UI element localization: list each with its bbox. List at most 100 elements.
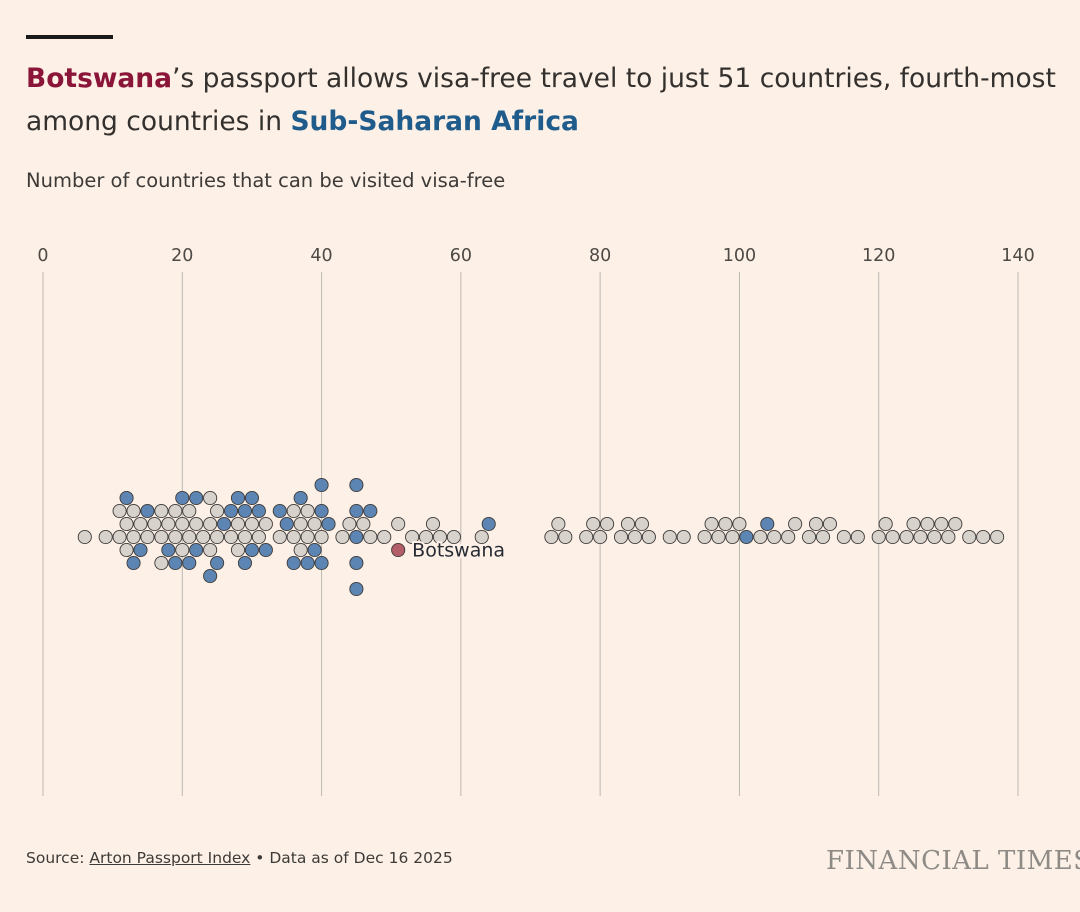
country-dot — [286, 503, 301, 519]
country-dot — [732, 516, 747, 532]
ssa-country-dot — [223, 503, 239, 519]
country-dot — [154, 503, 169, 519]
x-tick-label-0: 0 — [37, 246, 48, 266]
country-dot — [230, 516, 246, 532]
country-dot — [753, 529, 768, 545]
country-dot — [544, 529, 559, 545]
ssa-country-dot — [349, 581, 364, 597]
country-dot — [126, 529, 141, 545]
country-dot — [307, 516, 322, 532]
ssa-country-dot — [230, 490, 246, 506]
country-dot — [258, 516, 273, 532]
ssa-country-dot — [140, 503, 155, 519]
country-dot — [725, 529, 740, 545]
ssa-country-dot — [739, 529, 754, 545]
country-dot — [203, 516, 218, 532]
country-dot — [272, 529, 287, 545]
ssa-country-dot — [307, 542, 322, 558]
ssa-country-dot — [175, 490, 190, 506]
source-note: Source: Arton Passport Index • Data as o… — [26, 849, 453, 867]
country-dot — [293, 542, 308, 558]
country-dot — [948, 516, 963, 532]
country-dot — [335, 529, 350, 545]
ssa-country-dot — [168, 555, 183, 571]
country-dot — [600, 516, 615, 532]
country-dot — [175, 542, 190, 558]
country-dot — [432, 529, 448, 545]
country-dot — [641, 529, 656, 545]
country-dot — [551, 516, 566, 532]
ssa-country-dot — [481, 516, 496, 532]
x-tick-label-20: 20 — [171, 246, 193, 266]
x-tick-label-140: 140 — [1001, 246, 1034, 266]
country-dot — [175, 516, 190, 532]
ssa-country-dot — [251, 503, 266, 519]
ssa-country-dot — [189, 490, 204, 506]
country-dot — [962, 529, 977, 545]
ssa-country-dot — [237, 555, 253, 571]
country-dot — [112, 529, 127, 545]
country-dot — [377, 529, 392, 545]
headline-country: Botswana — [26, 63, 172, 94]
beeswarm-chart: 0 20 40 60 80 100 120 140 Botswana — [37, 246, 1035, 796]
country-dot — [586, 516, 601, 532]
country-dot — [941, 529, 956, 545]
country-dot — [230, 542, 246, 558]
country-dot — [119, 542, 134, 558]
country-dot — [189, 516, 204, 532]
ssa-country-dot — [203, 568, 218, 584]
ssa-country-dot — [349, 503, 364, 519]
country-dot — [244, 516, 259, 532]
country-dot — [210, 503, 225, 519]
ssa-country-dot — [237, 503, 253, 519]
country-dot — [154, 529, 169, 545]
country-dot — [418, 529, 434, 545]
country-dot — [579, 529, 594, 545]
botswana-label: Botswana — [412, 540, 505, 562]
country-dot — [77, 529, 92, 545]
country-dot — [300, 529, 315, 545]
country-dot — [147, 516, 162, 532]
headline: Botswana’s passport allows visa-free tra… — [26, 57, 1056, 143]
country-dot — [363, 529, 378, 545]
ssa-country-dot — [126, 555, 141, 571]
country-dot — [196, 529, 211, 545]
chart-subtitle: Number of countries that can be visited … — [26, 169, 506, 192]
country-dot — [161, 516, 176, 532]
country-dot — [112, 503, 127, 519]
country-dot — [802, 529, 817, 545]
country-dot — [906, 516, 921, 532]
ssa-country-dot — [133, 542, 148, 558]
country-dot — [168, 503, 183, 519]
ssa-country-dot — [314, 503, 329, 519]
x-tick-label-120: 120 — [862, 246, 895, 266]
ssa-country-dot — [293, 490, 308, 506]
country-dot — [836, 529, 851, 545]
x-tick-label-40: 40 — [310, 246, 332, 266]
source-link[interactable]: Arton Passport Index — [89, 849, 251, 867]
ssa-country-dot — [363, 503, 378, 519]
country-dot — [878, 516, 893, 532]
country-dot — [885, 529, 900, 545]
ssa-country-dot — [182, 555, 197, 571]
country-dot — [990, 529, 1005, 545]
country-dot — [767, 529, 782, 545]
ssa-country-dot — [349, 477, 364, 493]
country-dot — [613, 529, 629, 545]
country-dot — [627, 529, 643, 545]
ssa-country-dot — [279, 516, 294, 532]
country-dot — [182, 529, 197, 545]
x-tick-label-60: 60 — [450, 246, 472, 266]
country-dot — [405, 529, 420, 545]
country-dot — [210, 529, 225, 545]
ssa-country-dot — [244, 542, 259, 558]
country-dot — [203, 542, 218, 558]
country-dot — [620, 516, 636, 532]
top-rule — [26, 35, 113, 39]
ssa-country-dot — [119, 490, 134, 506]
country-dot — [474, 529, 489, 545]
country-dot — [98, 529, 113, 545]
country-dot — [676, 529, 691, 545]
country-dot — [119, 516, 134, 532]
ssa-country-dot — [189, 542, 204, 558]
